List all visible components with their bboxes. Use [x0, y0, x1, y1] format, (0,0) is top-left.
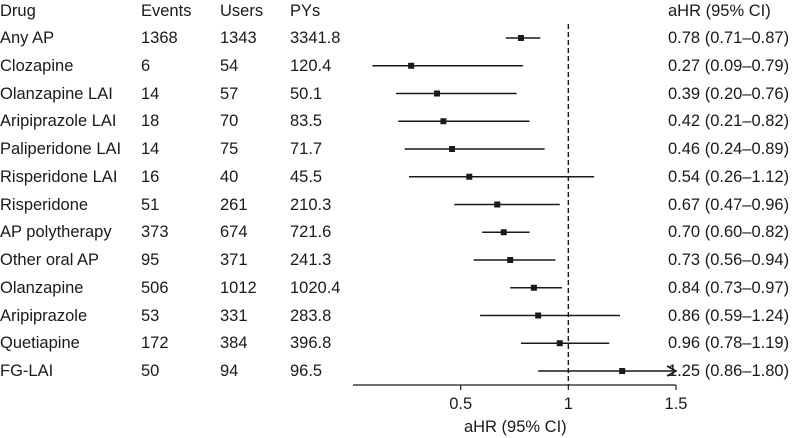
header-drug: Drug: [0, 2, 36, 20]
x-tick-label: 1.5: [665, 395, 688, 413]
header-ahr: aHR (95% CI): [668, 2, 771, 20]
users-cell: 384: [220, 334, 248, 353]
events-cell: 51: [141, 195, 160, 214]
drug-cell: Other oral AP: [0, 251, 100, 269]
users-cell: 57: [220, 84, 239, 103]
users-cell: 261: [220, 195, 248, 214]
pys-cell: 50.1: [290, 84, 323, 103]
point-estimate-marker: [517, 35, 524, 41]
point-estimate-marker: [433, 90, 440, 97]
pys-cell: 210.3: [290, 195, 332, 214]
drug-cell: Olanzapine LAI: [0, 84, 113, 103]
drug-cell: Risperidone LAI: [0, 167, 118, 186]
point-estimate-marker: [408, 62, 415, 69]
header-pys: PYs: [290, 2, 321, 20]
drug-cell: Risperidone: [0, 195, 89, 214]
header-users: Users: [220, 2, 264, 20]
x-tick-label: 0.5: [449, 395, 472, 413]
pys-cell: 3341.8: [290, 29, 341, 47]
pys-cell: 83.5: [290, 112, 323, 131]
ahr-cell: 0.54 (0.26–1.12): [668, 167, 790, 186]
events-cell: 1368: [141, 29, 178, 47]
users-cell: 331: [220, 306, 248, 325]
events-cell: 6: [141, 56, 151, 75]
events-cell: 53: [141, 306, 160, 325]
events-cell: 16: [141, 167, 160, 186]
ahr-cell: 1.25 (0.86–1.80): [668, 362, 790, 380]
point-estimate-marker: [535, 312, 542, 319]
events-cell: 50: [141, 362, 160, 380]
pys-cell: 1020.4: [290, 278, 341, 297]
point-estimate-marker: [507, 257, 514, 263]
pys-cell: 120.4: [290, 56, 332, 75]
users-cell: 674: [220, 223, 248, 242]
drug-cell: Aripiprazole LAI: [0, 112, 117, 131]
drug-cell: Aripiprazole: [0, 306, 88, 325]
events-cell: 14: [141, 140, 160, 158]
point-estimate-marker: [530, 284, 537, 291]
events-cell: 18: [141, 112, 160, 131]
pys-cell: 241.3: [290, 251, 332, 269]
point-estimate-marker: [556, 340, 563, 347]
drug-cell: Clozapine: [0, 56, 74, 75]
events-cell: 14: [141, 84, 160, 103]
users-cell: 54: [220, 56, 239, 75]
ahr-cell: 0.84 (0.73–0.97): [668, 278, 790, 297]
users-cell: 1343: [220, 29, 257, 47]
ahr-cell: 0.27 (0.09–0.79): [668, 56, 790, 75]
users-cell: 75: [220, 140, 239, 158]
point-estimate-marker: [466, 173, 473, 180]
drug-cell: Quetiapine: [0, 334, 80, 353]
point-estimate-marker: [440, 118, 447, 125]
ahr-cell: 0.73 (0.56–0.94): [668, 251, 790, 269]
drug-cell: Any AP: [0, 29, 55, 47]
ci-arrow: [666, 365, 678, 377]
pys-cell: 283.8: [290, 306, 332, 325]
x-tick-label: 1: [564, 395, 573, 413]
events-cell: 95: [141, 251, 160, 269]
users-cell: 94: [220, 362, 239, 380]
x-axis-label: aHR (95% CI): [464, 418, 567, 436]
users-cell: 1012: [220, 278, 257, 297]
drug-cell: FG-LAI: [0, 362, 54, 380]
events-cell: 506: [141, 278, 169, 297]
point-estimate-marker: [494, 201, 501, 208]
events-cell: 373: [141, 223, 169, 242]
users-cell: 70: [220, 112, 239, 131]
point-estimate-marker: [500, 229, 507, 236]
header-events: Events: [141, 2, 192, 20]
ahr-cell: 0.46 (0.24–0.89): [668, 140, 790, 158]
point-estimate-marker: [449, 146, 456, 152]
pys-cell: 721.6: [290, 223, 332, 242]
ahr-cell: 0.86 (0.59–1.24): [668, 306, 790, 325]
ahr-cell: 0.96 (0.78–1.19): [668, 334, 790, 353]
ahr-cell: 0.39 (0.20–0.76): [668, 84, 790, 103]
events-cell: 172: [141, 334, 169, 353]
ahr-cell: 0.70 (0.60–0.82): [668, 223, 790, 242]
drug-cell: Paliperidone LAI: [0, 140, 122, 158]
point-estimate-marker: [619, 368, 626, 374]
pys-cell: 396.8: [290, 334, 332, 353]
drug-cell: AP polytherapy: [0, 223, 112, 242]
users-cell: 371: [220, 251, 248, 269]
ahr-cell: 0.78 (0.71–0.87): [668, 29, 790, 47]
pys-cell: 71.7: [290, 140, 323, 158]
users-cell: 40: [220, 167, 239, 186]
drug-cell: Olanzapine: [0, 278, 84, 297]
pys-cell: 96.5: [290, 362, 323, 380]
ahr-cell: 0.67 (0.47–0.96): [668, 195, 790, 214]
ahr-cell: 0.42 (0.21–0.82): [668, 112, 790, 131]
pys-cell: 45.5: [290, 167, 323, 186]
